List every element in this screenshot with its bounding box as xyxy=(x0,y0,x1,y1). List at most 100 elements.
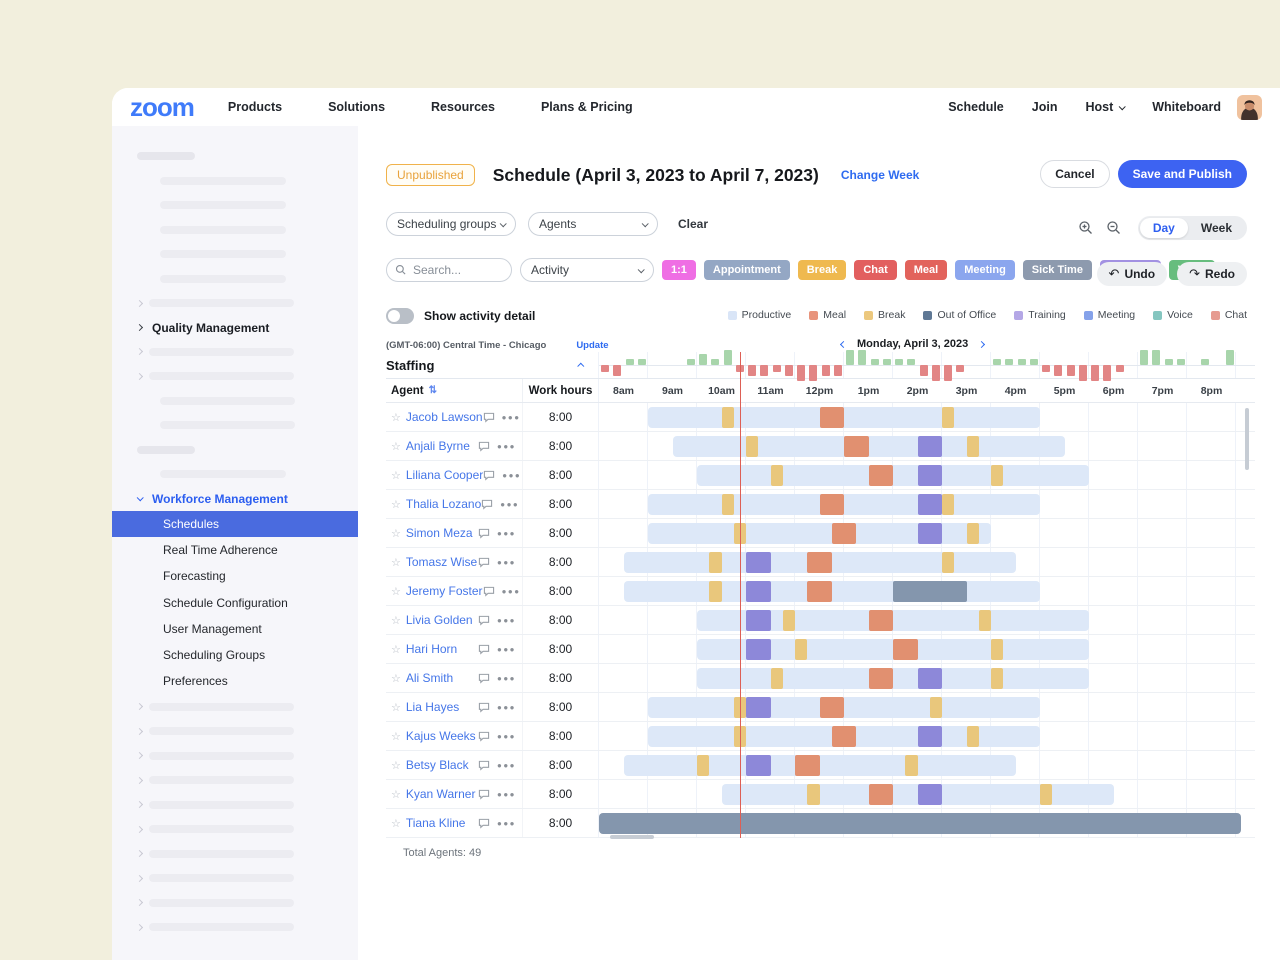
save-and-publish-button[interactable]: Save and Publish xyxy=(1117,160,1247,188)
activity-block-break[interactable] xyxy=(991,465,1004,486)
activity-select[interactable]: Activity xyxy=(520,258,654,282)
clear-filters-button[interactable]: Clear xyxy=(678,217,709,231)
row-menu-icon[interactable]: ●●● xyxy=(497,731,516,741)
activity-block-meeting[interactable] xyxy=(917,726,942,747)
activity-chip-appointment[interactable]: Appointment xyxy=(703,260,790,280)
chat-bubble-icon[interactable] xyxy=(478,731,490,742)
gantt-bar-productive[interactable] xyxy=(648,726,1040,747)
row-menu-icon[interactable]: ●●● xyxy=(497,789,516,799)
chat-bubble-icon[interactable] xyxy=(478,760,490,771)
activity-chip-chat[interactable]: Chat xyxy=(854,260,897,280)
activity-block-meeting[interactable] xyxy=(746,581,771,602)
agent-name-link[interactable]: Jacob Lawson xyxy=(405,410,483,424)
activity-block-break[interactable] xyxy=(942,407,955,428)
redo-button[interactable]: ↷ Redo xyxy=(1177,262,1247,286)
row-menu-icon[interactable]: ●●● xyxy=(502,470,522,480)
gantt-bar-productive[interactable] xyxy=(697,639,1089,660)
agent-name-link[interactable]: Tomasz Wise xyxy=(405,555,478,569)
activity-chip-break[interactable]: Break xyxy=(797,260,847,280)
gantt-bar-productive[interactable] xyxy=(648,494,1040,515)
chat-bubble-icon[interactable] xyxy=(481,499,493,510)
activity-block-meal[interactable] xyxy=(807,552,832,573)
activity-chip-meal[interactable]: Meal xyxy=(904,260,948,280)
activity-block-out-of-office[interactable] xyxy=(893,581,967,602)
sort-icon[interactable]: ⇅ xyxy=(428,385,437,396)
activity-block-meeting[interactable] xyxy=(917,436,942,457)
sidebar-item-real-time-adherence[interactable]: Real Time Adherence xyxy=(163,542,278,557)
row-menu-icon[interactable]: ●●● xyxy=(497,702,516,712)
activity-block-break[interactable] xyxy=(942,552,955,573)
activity-block-meeting[interactable] xyxy=(746,610,771,631)
agents-select[interactable]: Agents xyxy=(528,212,658,236)
activity-block-meal[interactable] xyxy=(868,784,893,805)
zoom-out-icon[interactable] xyxy=(1106,220,1122,236)
agent-name-link[interactable]: Anjali Byrne xyxy=(405,439,470,453)
gantt-bar-productive[interactable] xyxy=(648,523,991,544)
activity-chip-meeting[interactable]: Meeting xyxy=(955,260,1015,280)
cancel-button[interactable]: Cancel xyxy=(1040,160,1110,188)
sidebar-item-quality-management[interactable]: Quality Management xyxy=(112,316,358,340)
activity-block-meal[interactable] xyxy=(868,610,893,631)
chat-bubble-icon[interactable] xyxy=(478,557,490,568)
row-menu-icon[interactable]: ●●● xyxy=(497,644,516,654)
activity-block-break[interactable] xyxy=(770,465,783,486)
avatar[interactable] xyxy=(1237,94,1262,120)
chat-bubble-icon[interactable] xyxy=(478,441,490,452)
nav-whiteboard[interactable]: Whiteboard xyxy=(1152,100,1221,114)
activity-block-meal[interactable] xyxy=(831,726,857,747)
gantt-bar-productive[interactable] xyxy=(623,581,1040,602)
chat-bubble-icon[interactable] xyxy=(478,789,490,800)
agent-name-link[interactable]: Ali Smith xyxy=(405,671,454,685)
star-icon[interactable]: ☆ xyxy=(391,672,401,685)
agent-name-link[interactable]: Betsy Black xyxy=(405,758,469,772)
activity-block-meeting[interactable] xyxy=(917,668,942,689)
row-menu-icon[interactable]: ●●● xyxy=(497,528,516,538)
agent-name-link[interactable]: Kajus Weeks xyxy=(405,729,476,743)
activity-block-meeting[interactable] xyxy=(917,784,942,805)
activity-block-meal[interactable] xyxy=(807,581,832,602)
chat-bubble-icon[interactable] xyxy=(483,412,495,423)
previous-day-arrow[interactable] xyxy=(839,340,848,348)
activity-block-break[interactable] xyxy=(709,552,722,573)
activity-chip-1-1[interactable]: 1:1 xyxy=(662,260,696,280)
chat-bubble-icon[interactable] xyxy=(478,673,490,684)
activity-block-break[interactable] xyxy=(905,755,918,776)
week-view-tab[interactable]: Week xyxy=(1200,221,1232,235)
row-menu-icon[interactable]: ●●● xyxy=(497,441,516,451)
row-menu-icon[interactable]: ●●● xyxy=(500,499,520,509)
activity-block-break[interactable] xyxy=(697,755,710,776)
activity-block-meal[interactable] xyxy=(831,523,857,544)
agent-name-link[interactable]: Tiana Kline xyxy=(405,816,466,830)
activity-block-meeting[interactable] xyxy=(746,755,771,776)
gantt-bar-productive[interactable] xyxy=(697,610,1089,631)
activity-block-meal[interactable] xyxy=(819,494,844,515)
chat-bubble-icon[interactable] xyxy=(483,470,495,481)
sidebar-item-workforce-management[interactable]: Workforce Management xyxy=(112,487,358,511)
vertical-scrollbar[interactable] xyxy=(1245,408,1249,470)
nav-solutions[interactable]: Solutions xyxy=(328,100,386,114)
nav-join[interactable]: Join xyxy=(1031,100,1058,114)
sidebar-item-scheduling-groups[interactable]: Scheduling Groups xyxy=(163,648,266,663)
star-icon[interactable]: ☆ xyxy=(391,759,401,772)
activity-block-break[interactable] xyxy=(795,639,808,660)
activity-block-break[interactable] xyxy=(721,494,734,515)
gantt-bar-productive[interactable] xyxy=(697,465,1089,486)
activity-block-meal[interactable] xyxy=(844,436,869,457)
star-icon[interactable]: ☆ xyxy=(391,730,401,743)
activity-block-break[interactable] xyxy=(721,407,734,428)
scheduling-groups-select[interactable]: Scheduling groups xyxy=(386,212,516,236)
activity-block-break[interactable] xyxy=(966,726,979,747)
star-icon[interactable]: ☆ xyxy=(391,643,401,656)
day-view-tab[interactable]: Day xyxy=(1139,218,1188,238)
row-menu-icon[interactable]: ●●● xyxy=(497,760,516,770)
activity-block-break[interactable] xyxy=(770,668,783,689)
activity-block-break[interactable] xyxy=(929,697,942,718)
collapse-staffing-icon[interactable] xyxy=(577,362,585,370)
star-icon[interactable]: ☆ xyxy=(391,556,401,569)
change-week-link[interactable]: Change Week xyxy=(840,168,920,182)
gantt-bar-productive[interactable] xyxy=(697,668,1089,689)
activity-block-break[interactable] xyxy=(807,784,820,805)
sidebar-item-forecasting[interactable]: Forecasting xyxy=(163,569,226,584)
star-icon[interactable]: ☆ xyxy=(391,585,401,598)
activity-block-break[interactable] xyxy=(991,639,1004,660)
